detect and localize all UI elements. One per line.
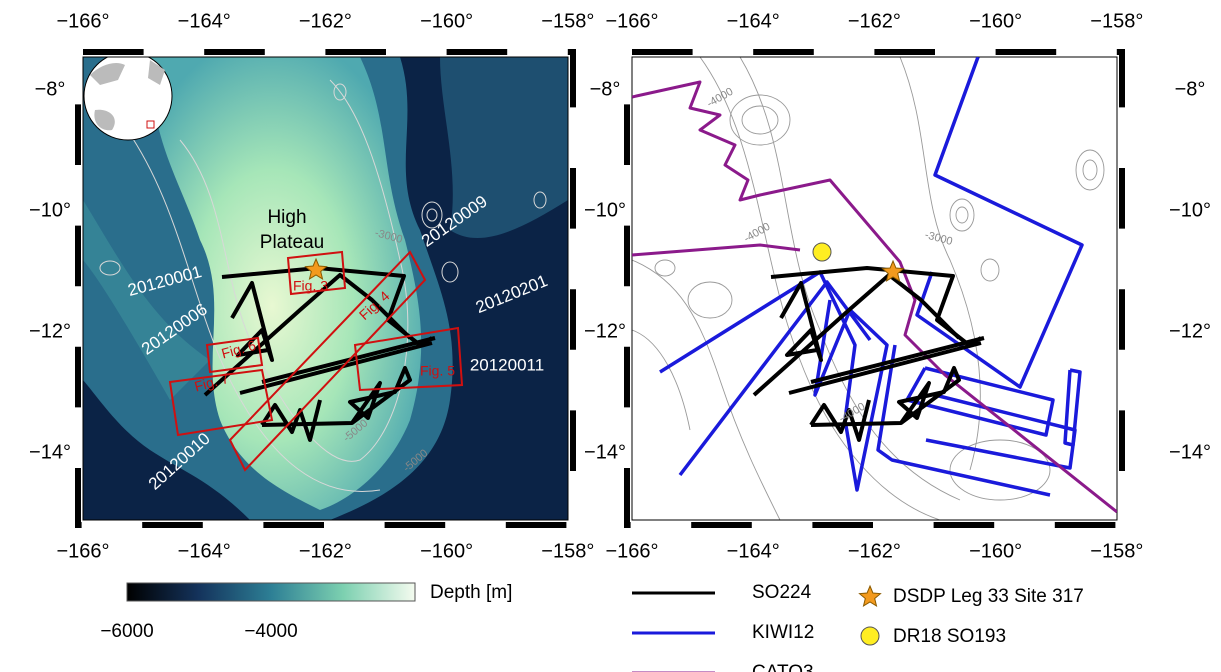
lon-tick-label: −158° — [541, 540, 594, 562]
lon-tick-label: −164° — [727, 540, 780, 562]
legend-circle — [861, 627, 879, 645]
lon-tick-label: −164° — [178, 10, 231, 32]
colorbar-tick: −4000 — [244, 621, 297, 642]
lat-tick-label: −10° — [1169, 199, 1211, 221]
lon-tick-label: −160° — [969, 540, 1022, 562]
lon-tick-label: −162° — [848, 10, 901, 32]
figure: -4000-4000-3000-4000Fig. 3Fig. 4Fig. 5Fi… — [0, 0, 1221, 672]
plateau-label: High — [267, 207, 306, 228]
legend-label: CATO3 — [752, 662, 814, 672]
colorbar-tick: −6000 — [100, 621, 153, 642]
lat-tick-label: −12° — [584, 320, 626, 342]
lat-tick-label: −8° — [1175, 78, 1206, 100]
lon-tick-label: −162° — [848, 540, 901, 562]
legend-label: KIWI12 — [752, 622, 814, 643]
lat-tick-label: −12° — [29, 320, 71, 342]
lon-tick-label: −164° — [178, 540, 231, 562]
lon-tick-label: −160° — [420, 540, 473, 562]
lon-tick-label: −166° — [605, 540, 658, 562]
figure-box-label: Fig. 5 — [420, 363, 455, 379]
site-star — [860, 586, 881, 606]
legend-label: DSDP Leg 33 Site 317 — [893, 586, 1084, 607]
lat-tick-label: −8° — [35, 78, 66, 100]
figure-box-label: Fig. 3 — [293, 278, 328, 294]
lon-tick-label: −160° — [969, 10, 1022, 32]
lon-tick-label: −164° — [727, 10, 780, 32]
lon-tick-label: −158° — [1090, 10, 1143, 32]
lon-tick-label: −162° — [299, 10, 352, 32]
legend-label: SO224 — [752, 582, 812, 603]
legend-label: DR18 SO193 — [893, 626, 1006, 647]
lat-tick-label: −10° — [584, 199, 626, 221]
lon-tick-label: −166° — [56, 10, 109, 32]
lon-tick-label: −160° — [420, 10, 473, 32]
lat-tick-label: −14° — [584, 441, 626, 463]
plateau-label: Plateau — [260, 232, 324, 253]
track-label: 20120011 — [470, 355, 544, 374]
lon-tick-label: −166° — [56, 540, 109, 562]
lon-tick-label: −162° — [299, 540, 352, 562]
dredge-site — [813, 243, 831, 261]
lat-tick-label: −12° — [1169, 320, 1211, 342]
colorbar — [127, 583, 415, 601]
lat-tick-label: −14° — [29, 441, 71, 463]
lon-tick-label: −158° — [541, 10, 594, 32]
colorbar-title: Depth [m] — [430, 582, 512, 603]
lat-tick-label: −14° — [1169, 441, 1211, 463]
lat-tick-label: −10° — [29, 199, 71, 221]
lat-tick-label: −8° — [590, 78, 621, 100]
lon-tick-label: −158° — [1090, 540, 1143, 562]
lon-tick-label: −166° — [605, 10, 658, 32]
inset-globe — [84, 52, 172, 140]
